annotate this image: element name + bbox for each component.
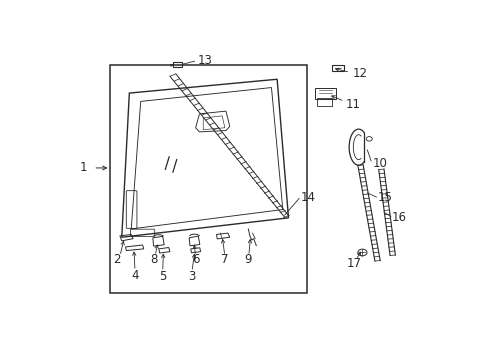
Text: 2: 2 xyxy=(113,253,121,266)
Text: 12: 12 xyxy=(351,67,366,80)
Text: 10: 10 xyxy=(372,157,386,170)
Bar xyxy=(110,66,307,293)
Bar xyxy=(316,98,331,105)
Text: 11: 11 xyxy=(346,98,360,111)
Text: 15: 15 xyxy=(377,191,392,204)
Text: 4: 4 xyxy=(131,269,139,282)
Text: 16: 16 xyxy=(391,211,406,224)
Bar xyxy=(314,87,335,99)
Text: 7: 7 xyxy=(221,253,228,266)
Text: 8: 8 xyxy=(150,253,157,266)
Text: 9: 9 xyxy=(244,253,251,266)
Bar xyxy=(173,62,182,67)
Bar xyxy=(331,65,344,71)
Text: 3: 3 xyxy=(188,270,195,283)
Text: 17: 17 xyxy=(346,257,361,270)
Text: 6: 6 xyxy=(191,253,199,266)
Text: 5: 5 xyxy=(159,270,166,283)
Text: 1: 1 xyxy=(79,161,87,175)
Text: 14: 14 xyxy=(300,190,315,203)
Text: 13: 13 xyxy=(197,54,212,67)
